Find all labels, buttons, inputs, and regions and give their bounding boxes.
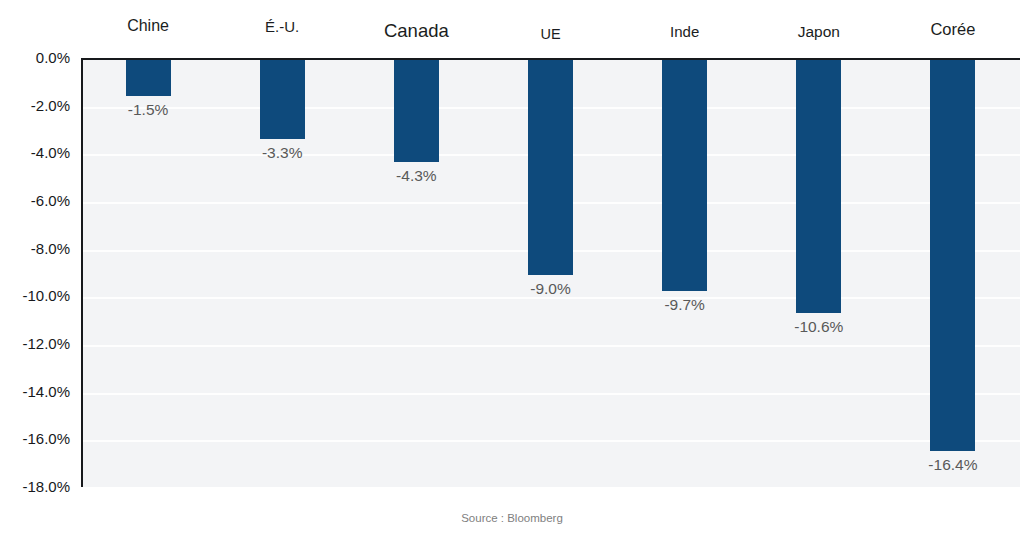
value-label: -10.6% bbox=[794, 318, 843, 336]
category-label: Japon bbox=[798, 23, 840, 41]
bar-chart: Chine É.-U. Canada UE Inde Japon Corée 0.0% -2.… bbox=[0, 0, 1024, 543]
y-tick-label: -18.0% bbox=[0, 478, 70, 496]
y-tick-label: -10.0% bbox=[0, 287, 70, 305]
category-label: Canada bbox=[384, 20, 449, 42]
gridline bbox=[83, 393, 1020, 395]
gridline bbox=[83, 345, 1020, 347]
bar-3 bbox=[528, 60, 573, 275]
y-tick-label: -14.0% bbox=[0, 383, 70, 401]
category-label: É.-U. bbox=[265, 18, 299, 35]
source-caption: Source : Bloomberg bbox=[0, 512, 1024, 524]
y-tick-label: -16.0% bbox=[0, 430, 70, 448]
value-label: -4.3% bbox=[396, 167, 437, 185]
bar-4 bbox=[662, 60, 707, 291]
value-label: -3.3% bbox=[262, 144, 303, 162]
y-tick-label: -6.0% bbox=[0, 192, 70, 210]
gridline bbox=[83, 297, 1020, 299]
y-tick-label: -12.0% bbox=[0, 335, 70, 353]
bar-2 bbox=[394, 60, 439, 162]
gridline bbox=[83, 488, 1020, 490]
category-label: Chine bbox=[127, 17, 169, 35]
y-tick-label: 0.0% bbox=[0, 49, 70, 67]
value-label: -16.4% bbox=[928, 456, 977, 474]
value-label: -9.0% bbox=[530, 280, 571, 298]
bar-1 bbox=[260, 60, 305, 139]
category-label: Corée bbox=[930, 20, 975, 39]
bar-5 bbox=[796, 60, 841, 313]
bar-6 bbox=[930, 60, 975, 451]
y-tick-label: -4.0% bbox=[0, 144, 70, 162]
gridline bbox=[83, 440, 1020, 442]
plot-area bbox=[81, 58, 1020, 487]
y-tick-label: -2.0% bbox=[0, 97, 70, 115]
category-label: Inde bbox=[670, 23, 699, 40]
y-tick-label: -8.0% bbox=[0, 240, 70, 258]
bar-0 bbox=[126, 60, 171, 96]
category-label: UE bbox=[540, 26, 560, 42]
value-label: -9.7% bbox=[664, 296, 705, 314]
value-label: -1.5% bbox=[128, 101, 169, 119]
